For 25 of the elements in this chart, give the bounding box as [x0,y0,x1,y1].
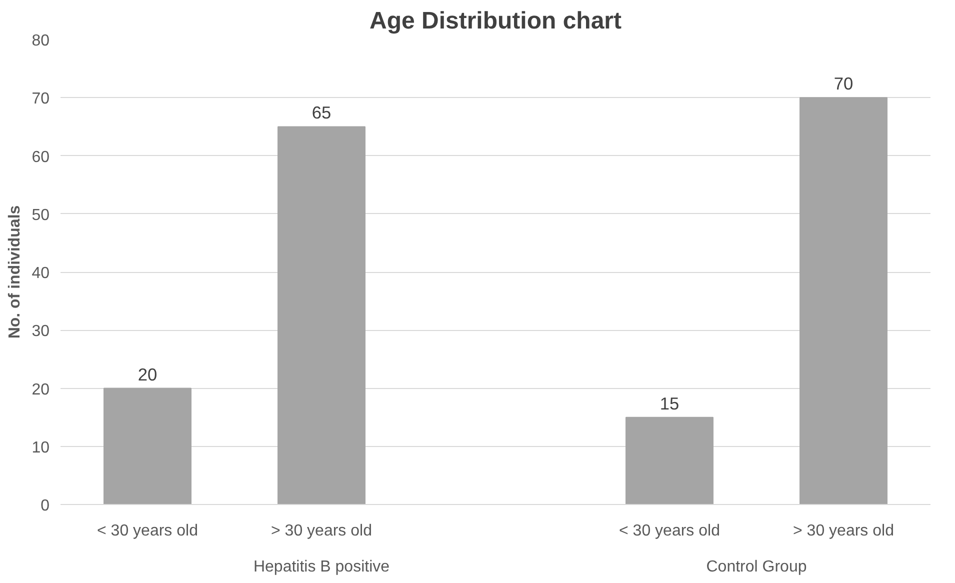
data-label: 70 [834,74,854,94]
y-tick-label: 80 [32,32,50,50]
data-label: 65 [312,102,332,123]
y-tick-label: 20 [32,381,50,398]
bar [800,97,888,504]
y-tick-label: 50 [32,206,50,224]
y-tick-label: 30 [32,323,50,340]
data-label: 20 [138,364,158,384]
bar [278,126,366,504]
bar [104,388,192,504]
x-tick-label: > 30 years old [271,522,372,540]
y-tick-label: 0 [40,498,50,514]
text: Control Group [706,558,807,576]
y-tick-label: 10 [32,439,50,456]
y-tick-label: 70 [32,90,50,108]
y-tick-label: 60 [32,148,50,166]
x-tick-label: < 30 years old [619,522,720,540]
y-axis-title: No. of individuals [6,205,24,339]
y-tick-label: 40 [32,265,50,282]
x-tick-label: < 30 years old [97,522,198,540]
x-tick-label: > 30 years old [793,522,894,540]
chart-title: Age Distribution chart [369,8,622,34]
data-label: 15 [660,393,680,414]
bar [626,416,714,504]
text: Hepatitis B positive [253,558,390,576]
